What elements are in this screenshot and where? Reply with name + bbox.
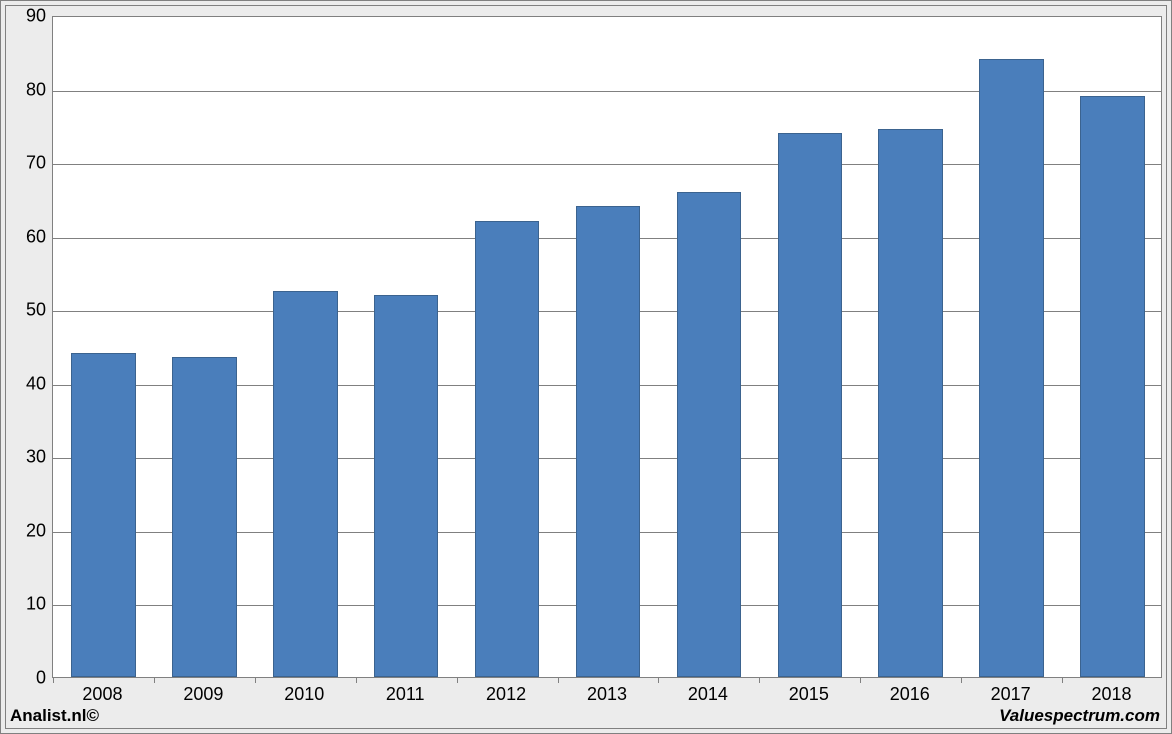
x-tick-label: 2008 xyxy=(52,684,153,705)
bar xyxy=(273,291,338,677)
x-tick-label: 2011 xyxy=(355,684,456,705)
x-tick-label: 2016 xyxy=(859,684,960,705)
bar xyxy=(172,357,237,677)
x-tick-mark xyxy=(255,677,256,683)
y-tick-label: 20 xyxy=(12,520,46,541)
bar xyxy=(71,353,136,677)
x-tick-mark xyxy=(154,677,155,683)
y-tick-label: 0 xyxy=(12,668,46,689)
x-tick-mark xyxy=(53,677,54,683)
bar xyxy=(374,295,439,677)
chart-inner-frame: Analist.nl© Valuespectrum.com 0 10 20 30 40 5… xyxy=(5,5,1167,729)
y-tick-label: 60 xyxy=(12,226,46,247)
bar xyxy=(475,221,540,677)
x-tick-mark xyxy=(658,677,659,683)
bar xyxy=(979,59,1044,677)
x-tick-mark xyxy=(759,677,760,683)
bar xyxy=(677,192,742,677)
y-tick-label: 70 xyxy=(12,153,46,174)
x-tick-label: 2013 xyxy=(557,684,658,705)
x-tick-mark xyxy=(457,677,458,683)
x-tick-label: 2010 xyxy=(254,684,355,705)
x-tick-mark xyxy=(356,677,357,683)
x-tick-mark xyxy=(860,677,861,683)
x-tick-mark xyxy=(558,677,559,683)
bar xyxy=(1080,96,1145,677)
x-tick-label: 2014 xyxy=(657,684,758,705)
footer-left-credit: Analist.nl© xyxy=(10,706,99,726)
y-tick-label: 90 xyxy=(12,6,46,27)
bar xyxy=(778,133,843,677)
plot-area xyxy=(52,16,1162,678)
x-tick-label: 2018 xyxy=(1061,684,1162,705)
bar xyxy=(576,206,641,677)
x-tick-label: 2017 xyxy=(960,684,1061,705)
x-tick-label: 2009 xyxy=(153,684,254,705)
y-tick-label: 50 xyxy=(12,300,46,321)
footer-right-credit: Valuespectrum.com xyxy=(999,706,1160,726)
x-tick-label: 2015 xyxy=(758,684,859,705)
y-tick-label: 80 xyxy=(12,79,46,100)
y-tick-label: 40 xyxy=(12,373,46,394)
x-tick-mark xyxy=(961,677,962,683)
y-tick-label: 10 xyxy=(12,594,46,615)
y-tick-label: 30 xyxy=(12,447,46,468)
chart-outer-frame: Analist.nl© Valuespectrum.com 0 10 20 30 40 5… xyxy=(0,0,1172,734)
x-tick-label: 2012 xyxy=(456,684,557,705)
x-tick-mark xyxy=(1062,677,1063,683)
bar xyxy=(878,129,943,677)
